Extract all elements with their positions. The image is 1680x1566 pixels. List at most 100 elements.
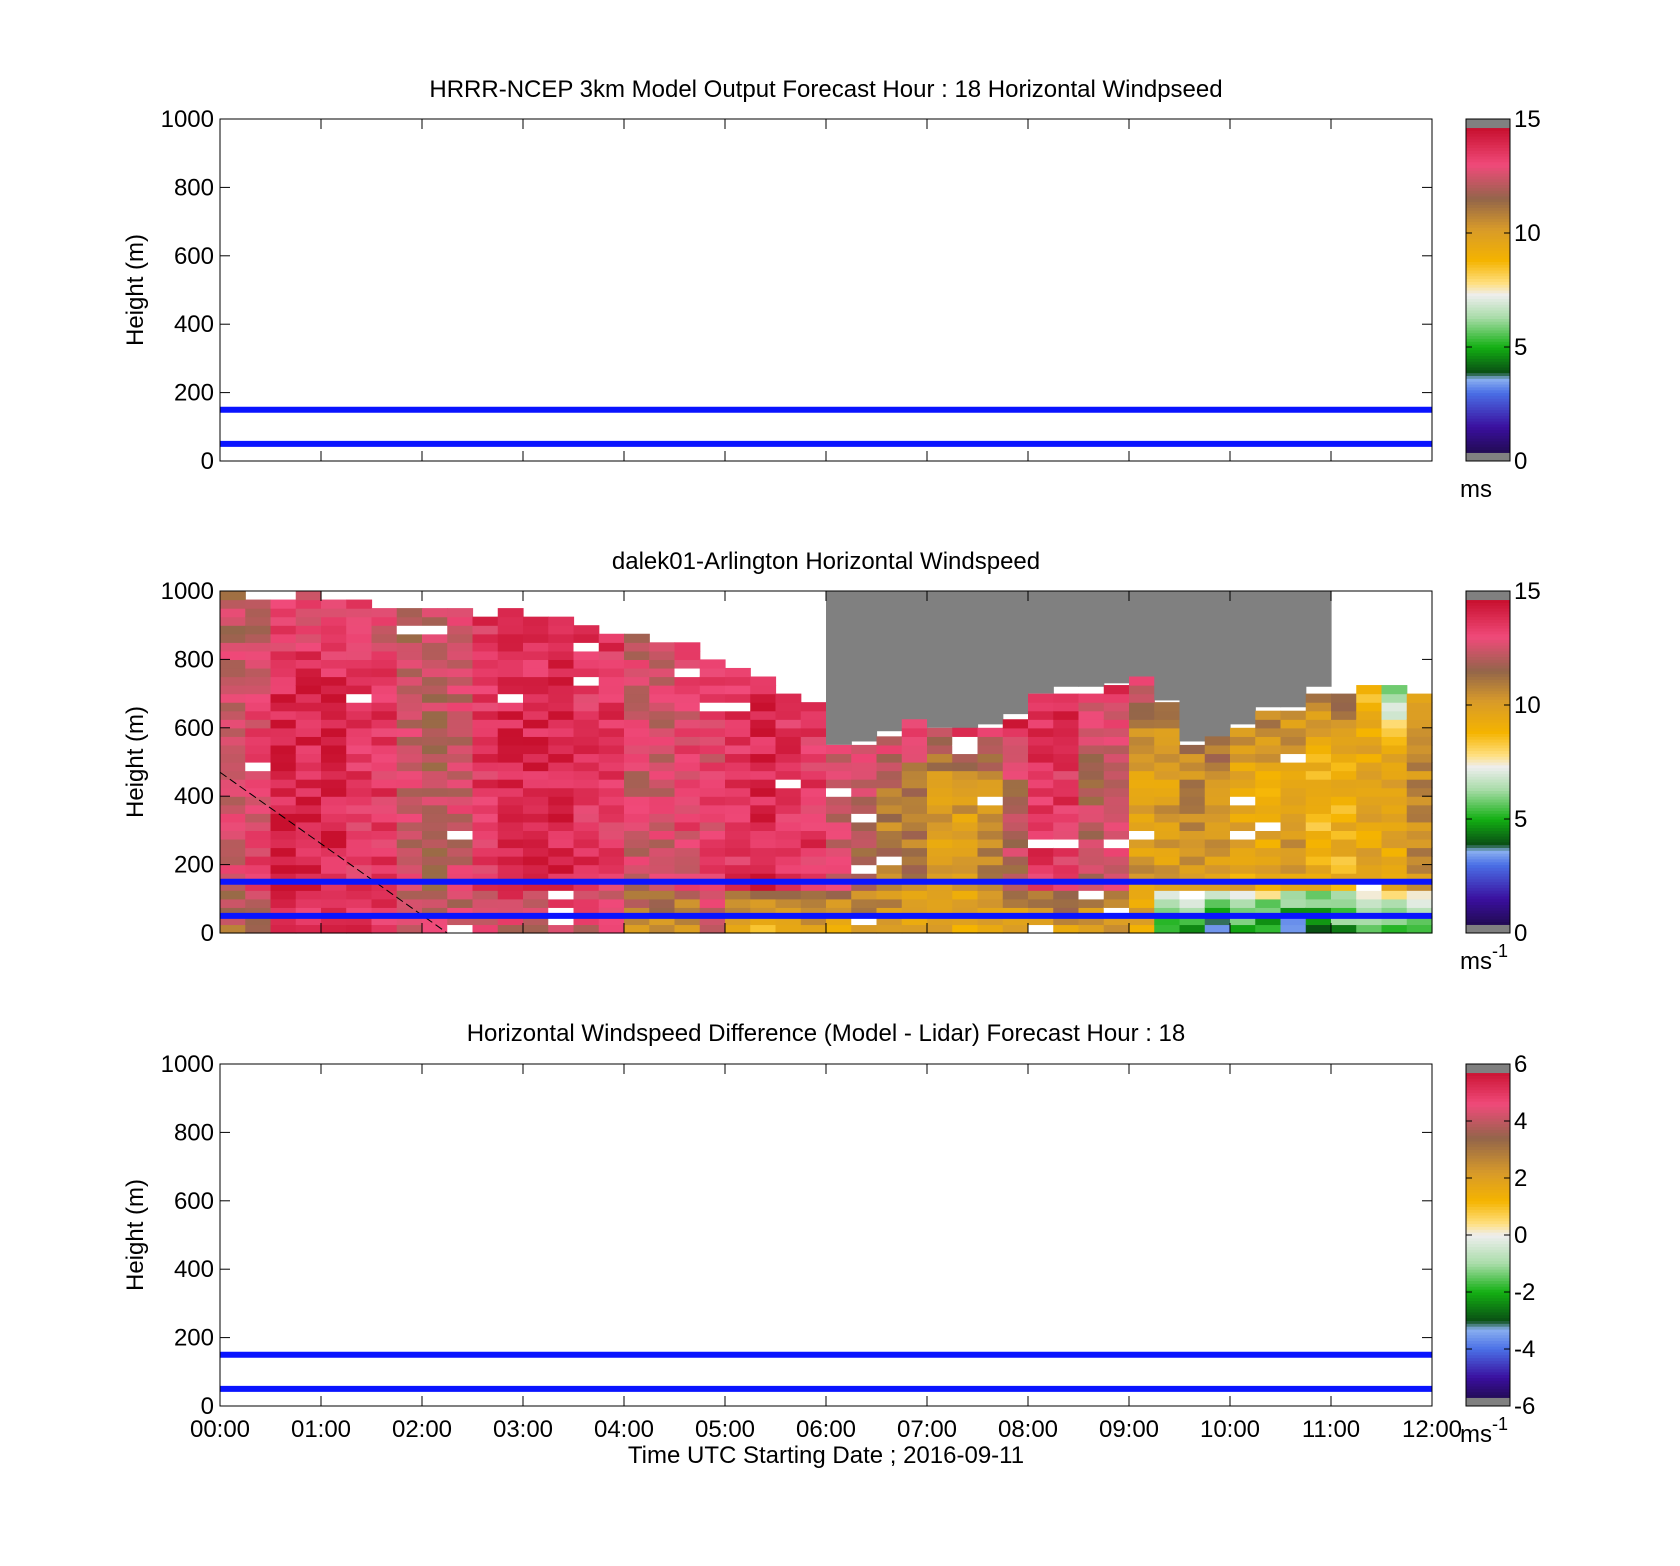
heatmap-cell — [1078, 856, 1105, 866]
heatmap-cell — [1230, 727, 1256, 737]
colorbar-segment — [1466, 1172, 1510, 1176]
heatmap-cell — [1280, 753, 1307, 763]
colorbar-segment — [1466, 230, 1510, 234]
heatmap-cell — [270, 667, 297, 678]
heatmap-cell — [1103, 779, 1130, 789]
heatmap-cell — [371, 804, 398, 814]
heatmap-cell — [1078, 719, 1105, 729]
heatmap-cell — [826, 890, 852, 900]
colorbar-segment — [1466, 596, 1510, 601]
heatmap-cell — [295, 744, 322, 755]
heatmap-cell — [952, 873, 979, 883]
heatmap-cell — [624, 856, 650, 866]
heatmap-cell — [422, 873, 448, 883]
heatmap-cell — [674, 762, 701, 772]
heatmap-cell — [321, 915, 347, 926]
colorbar-segment — [1466, 281, 1510, 285]
colorbar-segment — [1466, 176, 1510, 180]
colorbar-segment — [1466, 1126, 1510, 1131]
heatmap-cell — [624, 719, 650, 729]
colorbar-segment — [1466, 878, 1510, 883]
heatmap-cell — [548, 873, 575, 883]
heatmap-cell — [1255, 753, 1282, 763]
heatmap-cell — [371, 710, 398, 720]
heatmap-cell — [573, 693, 600, 703]
y-tick-label: 400 — [174, 783, 214, 810]
colorbar-segment — [1466, 1377, 1510, 1381]
heatmap-cell — [1280, 890, 1307, 900]
heatmap-cell — [598, 881, 625, 891]
heatmap-cell — [497, 744, 524, 755]
heatmap-cell — [1230, 881, 1256, 891]
heatmap-cell — [321, 744, 347, 755]
heatmap-cell — [321, 719, 347, 729]
heatmap-cell — [927, 864, 953, 874]
heatmap-cell — [573, 659, 600, 669]
heatmap-cell — [598, 915, 625, 926]
heatmap-cell — [396, 727, 423, 737]
colorbar-segment — [1466, 170, 1510, 174]
heatmap-cell — [901, 753, 928, 763]
heatmap-cell — [1179, 779, 1206, 789]
heatmap-cell — [952, 838, 979, 849]
heatmap-cell — [1053, 821, 1080, 831]
heatmap-cell — [371, 685, 398, 695]
heatmap-cell — [523, 864, 549, 874]
heatmap-cell — [649, 676, 676, 686]
heatmap-cell — [548, 856, 575, 866]
colorbar-segment — [1466, 352, 1510, 357]
y-tick-label: 400 — [174, 311, 214, 338]
heatmap-cell — [977, 907, 1004, 917]
heatmap-cell — [1255, 727, 1282, 737]
heatmap-cell — [472, 915, 499, 926]
heatmap-cell — [1103, 881, 1130, 891]
heatmap-cell — [497, 821, 524, 831]
heatmap-cell — [1078, 796, 1105, 806]
missing-cell — [952, 591, 979, 730]
heatmap-cell — [1305, 873, 1332, 883]
heatmap-cell — [851, 770, 878, 780]
colorbar-segment — [1466, 275, 1510, 280]
heatmap-cell — [321, 599, 347, 609]
heatmap-cell — [927, 924, 953, 934]
heatmap-cell — [927, 898, 953, 908]
y-axis-label: Height (m) — [122, 706, 149, 818]
colorbar-segment — [1466, 1306, 1510, 1310]
heatmap-cell — [1078, 753, 1105, 763]
heatmap-cell — [220, 770, 246, 780]
colorbar-segment — [1466, 184, 1510, 188]
colorbar-segment — [1466, 1175, 1510, 1179]
heatmap-cell — [523, 838, 549, 849]
colorbar-segment — [1466, 250, 1510, 254]
heatmap-cell — [927, 915, 953, 926]
heatmap-cell — [1305, 770, 1332, 780]
heatmap-cell — [1028, 779, 1054, 789]
heatmap-cell — [851, 753, 878, 763]
heatmap-cell — [1204, 924, 1231, 934]
colorbar-segment — [1466, 418, 1510, 422]
missing-cell — [901, 591, 928, 721]
colorbar-segment — [1466, 730, 1510, 734]
heatmap-cell — [447, 753, 474, 763]
heatmap-cell — [1331, 821, 1357, 831]
heatmap-cell — [927, 813, 953, 823]
heatmap-cell — [1356, 847, 1383, 857]
heatmap-cell — [497, 873, 524, 883]
heatmap-cell — [371, 838, 398, 849]
colorbar-segment — [1466, 699, 1510, 703]
colorbar-segment — [1466, 1197, 1510, 1202]
colorbar-segment — [1466, 272, 1510, 277]
heatmap-cell — [346, 915, 373, 926]
heatmap-cell — [725, 727, 751, 737]
heatmap-cell — [1053, 804, 1080, 814]
heatmap-cell — [245, 873, 272, 883]
heatmap-cell — [1406, 744, 1433, 755]
colorbar-segment — [1466, 1309, 1510, 1313]
heatmap-cell — [245, 702, 272, 712]
heatmap-cell — [624, 762, 650, 772]
heatmap-cell — [573, 702, 600, 712]
heatmap-cell — [1331, 864, 1357, 874]
heatmap-cell — [295, 616, 322, 626]
colorbar-segment — [1466, 1260, 1510, 1264]
